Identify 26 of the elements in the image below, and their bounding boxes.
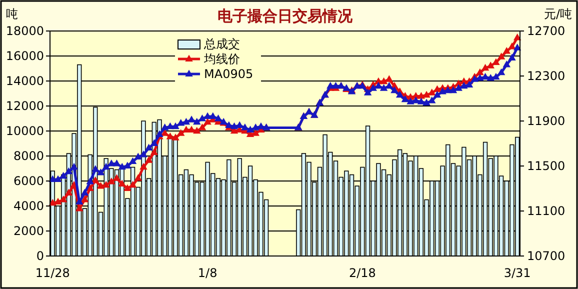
y-tick-label: 2000 [13,224,44,238]
y2-tick-label: 11900 [527,114,566,128]
x-tick-label: 1/8 [198,266,218,280]
x-tick-label: 11/28 [35,266,70,280]
y-tick-label: 8000 [13,149,44,163]
y-tick-label: 6000 [13,174,44,188]
y-axis-title: 吨 [6,7,18,21]
x-tick-label: 3/31 [504,266,531,280]
y2-tick-label: 12300 [527,69,566,83]
chart-title: 电子撮合日交易情况 [218,7,354,25]
y-tick-label: 4000 [13,199,44,213]
y-tick-label: 14000 [6,74,44,88]
y2-tick-label: 11100 [527,204,566,218]
y-tick-label: 18000 [6,24,44,38]
legend-label: 总成交 [203,37,240,51]
y-tick-label: 10000 [6,124,44,138]
y-tick-label: 12000 [6,99,44,113]
y-tick-label: 16000 [6,49,44,63]
legend-label: MA0905 [204,67,254,81]
y2-axis-title: 元/吨 [544,7,572,21]
y2-tick-label: 12700 [527,24,566,38]
y2-tick-label: 10700 [527,249,566,263]
y2-tick-label: 11500 [527,159,566,173]
y-tick-label: 0 [36,249,44,263]
legend-label: 均线价 [203,52,240,66]
x-tick-label: 2/18 [348,266,376,280]
